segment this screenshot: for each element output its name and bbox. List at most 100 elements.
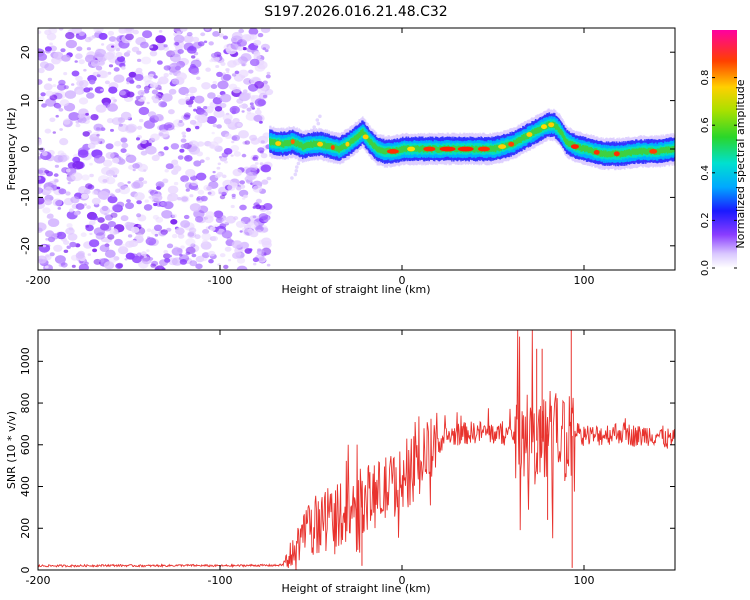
noise-blob — [150, 82, 158, 89]
noise-blob — [59, 99, 70, 107]
noise-blob — [132, 163, 140, 169]
ridge-band-segment — [605, 151, 608, 158]
noise-blob — [80, 232, 87, 237]
noise-blob — [223, 44, 233, 52]
noise-blob — [126, 50, 131, 54]
noise-blob — [38, 176, 42, 180]
noise-blob — [100, 88, 104, 92]
noise-blob — [241, 34, 252, 42]
noise-blob — [109, 192, 113, 196]
ridge-band-segment — [640, 147, 642, 154]
ridge-band-segment — [556, 124, 559, 130]
ridge-band-segment — [351, 138, 353, 144]
ridge-band-segment — [314, 141, 317, 147]
noise-blob — [136, 200, 142, 205]
ridge-band-segment — [606, 151, 609, 158]
ridge-band-segment — [301, 144, 304, 151]
ridge-band-segment — [382, 148, 384, 154]
noise-blob — [153, 75, 158, 79]
ridge-band-segment — [494, 146, 497, 153]
noise-blob — [148, 189, 155, 194]
noise-blob — [157, 60, 163, 65]
ridge-band-segment — [418, 146, 420, 153]
noise-blob — [200, 241, 212, 250]
noise-blob — [204, 28, 211, 31]
ridge-hotspot — [439, 146, 456, 152]
ridge-band-segment — [587, 147, 590, 154]
noise-blob — [68, 112, 80, 121]
noise-blob — [163, 44, 168, 48]
noise-blob — [232, 86, 241, 94]
noise-blob — [38, 52, 48, 61]
ridge-band-segment — [373, 142, 376, 149]
noise-blob — [162, 178, 169, 184]
noise-blob — [257, 229, 262, 233]
ridge-band-segment — [313, 141, 316, 147]
noise-blob — [136, 137, 140, 141]
noise-blob — [65, 31, 75, 40]
ridge-band-segment — [581, 145, 583, 152]
ridge-band-segment — [310, 140, 312, 147]
noise-blob — [111, 45, 115, 48]
noise-blob — [168, 109, 175, 115]
noise-blob — [200, 32, 206, 37]
noise-blob — [152, 214, 159, 220]
noise-blob — [212, 80, 217, 85]
noise-blob — [212, 123, 218, 128]
ridge-band-segment — [300, 141, 302, 148]
noise-blob — [194, 95, 205, 104]
ridge-band-segment — [286, 140, 288, 146]
ridge-band-segment — [315, 140, 318, 147]
ridge-band-segment — [523, 134, 525, 140]
ridge-band-segment — [299, 141, 301, 148]
noise-blob — [53, 244, 63, 252]
noise-blob — [237, 123, 242, 127]
noise-blob — [121, 66, 126, 70]
ridge-band-segment — [662, 147, 664, 153]
noise-blob — [136, 213, 142, 218]
noise-blob — [202, 252, 210, 259]
noise-blob — [180, 175, 190, 183]
noise-blob — [125, 154, 137, 163]
noise-blob — [78, 97, 89, 105]
noise-blob — [56, 231, 67, 240]
ridge-band-segment — [274, 139, 277, 146]
ridge-band-segment — [521, 135, 523, 141]
noise-blob — [76, 80, 84, 87]
noise-blob — [176, 31, 181, 35]
noise-blob — [38, 96, 45, 101]
noise-blob — [111, 194, 116, 197]
noise-blob — [153, 202, 158, 207]
noise-blob — [95, 104, 107, 113]
spectrogram-y-tick-label: -20 — [19, 237, 32, 255]
noise-blob — [83, 203, 87, 206]
noise-blob — [191, 180, 198, 187]
noise-blob — [163, 65, 171, 71]
noise-blob — [107, 30, 115, 36]
noise-blob — [90, 136, 101, 145]
noise-blob — [238, 28, 245, 34]
colorbar-tick-label: 0.6 — [700, 117, 711, 133]
ridge-band-segment — [590, 147, 592, 153]
noise-blob — [156, 81, 163, 85]
noise-blob — [60, 262, 68, 268]
noise-blob — [69, 241, 77, 248]
noise-blob — [81, 174, 90, 181]
ridge-band-segment — [665, 146, 668, 153]
noise-blob — [49, 252, 55, 257]
ridge-band-segment — [297, 140, 299, 147]
ridge-band-segment — [589, 147, 592, 153]
noise-blob — [216, 166, 221, 170]
noise-blob — [78, 31, 86, 37]
noise-blob — [203, 215, 214, 224]
noise-blob — [195, 216, 204, 223]
noise-blob — [168, 254, 172, 258]
noise-blob — [177, 49, 184, 54]
noise-blob — [63, 72, 68, 76]
noise-blob — [54, 179, 59, 183]
noise-blob — [98, 32, 108, 40]
noise-blob — [102, 179, 108, 183]
noise-blob — [70, 196, 80, 204]
ridge-band-segment — [620, 150, 622, 157]
noise-blob — [66, 245, 71, 249]
